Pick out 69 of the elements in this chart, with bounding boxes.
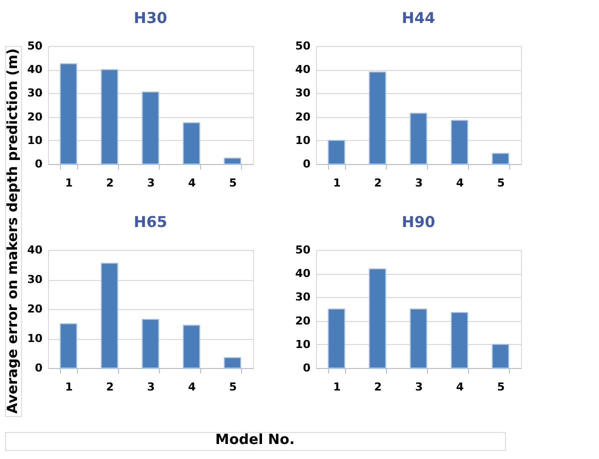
y-tick-label: 10 — [295, 338, 311, 351]
y-axis-title: Average error on makers depth prediction (m) — [5, 48, 21, 414]
x-tick-label: 3 — [147, 380, 155, 394]
x-tick-label: 3 — [415, 380, 423, 394]
y-tick-label: 40 — [27, 63, 43, 76]
y-tick-label: 20 — [27, 302, 43, 316]
x-tick-label: 4 — [456, 380, 464, 394]
bar — [492, 344, 510, 368]
x-tick-label: 2 — [106, 176, 114, 190]
x-tick-label: 5 — [497, 176, 505, 190]
bar — [142, 92, 160, 164]
bar — [182, 324, 200, 368]
chart-title: H44 — [402, 9, 436, 27]
y-tick-label: 30 — [295, 86, 311, 100]
bar — [492, 152, 510, 164]
bar — [328, 308, 346, 368]
chart-title: H90 — [402, 213, 436, 231]
y-tick-label: 40 — [27, 244, 43, 256]
y-tick-label: 30 — [27, 86, 43, 100]
x-tick-label: 2 — [374, 176, 382, 190]
bar — [368, 71, 386, 164]
x-tick-label: 2 — [106, 380, 114, 394]
bar — [224, 357, 242, 368]
x-tick-label: 4 — [188, 176, 196, 190]
x-tick-label: 5 — [497, 380, 505, 394]
bar — [100, 69, 118, 164]
x-tick-label: 3 — [415, 176, 423, 190]
x-tick-label: 5 — [229, 380, 237, 394]
y-tick-label: 40 — [295, 63, 311, 76]
y-tick-label: 50 — [27, 40, 43, 52]
bar — [182, 122, 200, 164]
x-tick-label: 5 — [229, 176, 237, 190]
bar — [410, 308, 428, 368]
y-tick-label: 50 — [295, 40, 311, 52]
y-tick-label: 40 — [295, 267, 311, 280]
bar — [450, 312, 468, 368]
chart-title: H30 — [134, 9, 168, 27]
bar — [100, 262, 118, 368]
bar — [410, 112, 428, 164]
bar — [224, 158, 242, 164]
x-tick-label: 1 — [333, 380, 341, 394]
chart-title: H65 — [134, 213, 168, 231]
x-tick-label: 1 — [65, 380, 73, 394]
y-tick-label: 50 — [295, 244, 311, 256]
x-tick-label: 4 — [188, 380, 196, 394]
x-tick-label: 1 — [333, 176, 341, 190]
bar — [60, 63, 78, 164]
x-tick-label: 2 — [374, 380, 382, 394]
y-tick-label: 0 — [302, 158, 311, 170]
y-tick-label: 0 — [302, 362, 311, 374]
x-tick-label: 1 — [65, 176, 73, 190]
y-tick-label: 10 — [27, 332, 43, 345]
y-tick-label: 0 — [34, 362, 43, 374]
bar — [60, 323, 78, 368]
y-tick-label: 20 — [27, 110, 43, 124]
bar — [142, 318, 160, 368]
bar — [450, 120, 468, 164]
x-tick-label: 3 — [147, 176, 155, 190]
y-tick-label: 0 — [34, 158, 43, 170]
y-tick-label: 20 — [295, 314, 311, 328]
y-tick-label: 30 — [27, 273, 43, 286]
x-tick-label: 4 — [456, 176, 464, 190]
y-tick-label: 20 — [295, 110, 311, 124]
y-tick-label: 30 — [295, 290, 311, 304]
y-tick-label: 10 — [295, 134, 311, 147]
bar — [368, 268, 386, 368]
x-axis-title: Model No. — [215, 432, 295, 448]
y-tick-label: 10 — [27, 134, 43, 147]
bar — [328, 140, 346, 164]
